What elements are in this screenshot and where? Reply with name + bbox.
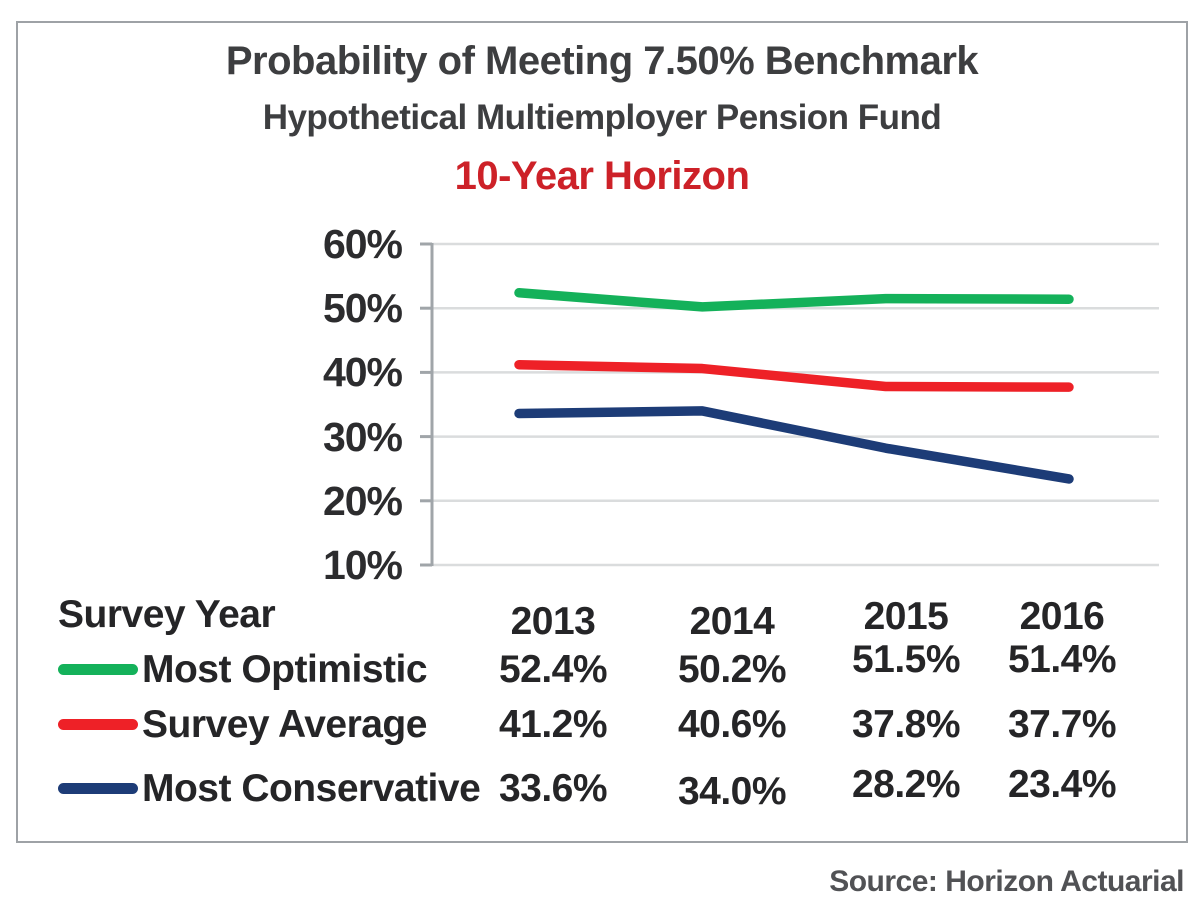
value-cell: 41.2%: [498, 703, 608, 746]
legend-swatch-most-conservative-icon: [58, 783, 138, 794]
value-cell: 37.7%: [1007, 703, 1117, 746]
year-header-2016: 2016: [1019, 595, 1105, 638]
series-label-most-optimistic: Most Optimistic: [142, 648, 428, 691]
series-label-most-conservative: Most Conservative: [142, 767, 481, 810]
chart-title: Probability of Meeting 7.50% Benchmark: [225, 39, 979, 83]
table-corner-label: Survey Year: [58, 593, 276, 636]
line-chart-svg: [420, 242, 1159, 567]
y-axis-tick-label-40: 40%: [322, 349, 403, 395]
table-header-row: 2013 2014 2015 2016: [18, 595, 1182, 644]
table-row-most-optimistic: Most Optimistic 52.4% 50.2% 51.5% 51.4%: [18, 638, 1182, 692]
table-row-most-conservative: Most Conservative 33.6% 34.0% 28.2% 23.4…: [18, 763, 1182, 813]
table-row-survey-average: Survey Average 41.2% 40.6% 37.8% 37.7%: [18, 703, 1182, 747]
year-header-2015: 2015: [863, 595, 949, 638]
value-cell: 51.4%: [1007, 638, 1117, 681]
legend-swatch-most-optimistic-icon: [58, 664, 138, 675]
value-cell: 34.0%: [677, 770, 787, 813]
value-cell: 52.4%: [498, 648, 608, 691]
chart-annotation-horizon: 10-Year Horizon: [454, 154, 750, 198]
y-axis-tick-label-50: 50%: [322, 285, 403, 331]
value-cell: 23.4%: [1007, 763, 1117, 806]
value-cell: 37.8%: [851, 703, 961, 746]
series-label-survey-average: Survey Average: [142, 703, 427, 746]
y-axis-tick-label-30: 30%: [322, 414, 403, 460]
value-cell: 50.2%: [677, 648, 787, 691]
y-axis-tick-label-10: 10%: [322, 542, 403, 588]
value-cell: 33.6%: [498, 767, 608, 810]
year-header-2014: 2014: [689, 600, 775, 643]
chart-subtitle: Hypothetical Multiemployer Pension Fund: [262, 98, 942, 137]
source-note: Source: Horizon Actuarial: [829, 865, 1184, 898]
value-cell: 51.5%: [851, 638, 961, 681]
value-cell: 28.2%: [851, 763, 961, 806]
y-axis-tick-label-20: 20%: [322, 478, 403, 524]
y-axis-tick-label-60: 60%: [322, 221, 403, 267]
year-header-2013: 2013: [510, 600, 596, 643]
chart-card: Probability of Meeting 7.50% Benchmark H…: [16, 21, 1188, 843]
legend-swatch-survey-average-icon: [58, 719, 138, 730]
value-cell: 40.6%: [677, 703, 787, 746]
